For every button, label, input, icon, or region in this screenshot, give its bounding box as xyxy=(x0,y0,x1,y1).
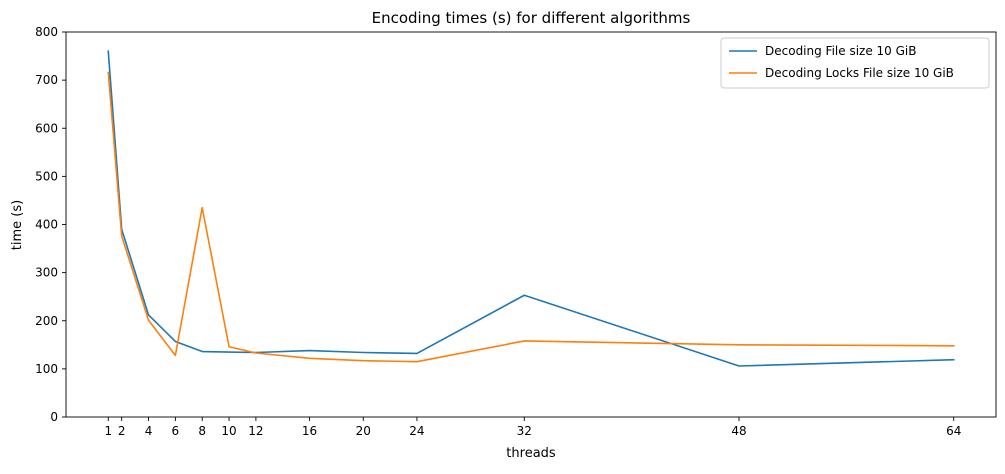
y-tick-label: 200 xyxy=(35,314,58,328)
x-tick-label: 48 xyxy=(731,424,746,438)
x-tick-label: 4 xyxy=(145,424,153,438)
x-tick-label: 32 xyxy=(517,424,532,438)
x-tick-label: 24 xyxy=(409,424,424,438)
x-tick-label: 16 xyxy=(302,424,317,438)
legend: Decoding File size 10 GiB Decoding Locks … xyxy=(720,37,990,89)
y-axis-label: time (s) xyxy=(10,200,25,250)
x-tick-label: 64 xyxy=(946,424,961,438)
legend-label-2: Decoding Locks File size 10 GiB xyxy=(765,66,954,80)
y-tick-label: 500 xyxy=(35,169,58,183)
plot-area: 1 2 4 6 8 10 12 16 20 24 32 48 640100200300400500600… xyxy=(35,25,997,438)
y-tick-label: 600 xyxy=(35,121,58,135)
x-tick-label: 12 xyxy=(248,424,263,438)
series-line-2 xyxy=(107,71,955,363)
y-tick-label: 800 xyxy=(35,25,58,39)
chart-title: Encoding times (s) for different algorit… xyxy=(372,9,691,27)
series-line-1 xyxy=(107,50,955,367)
x-tick-label: 1 xyxy=(104,424,112,438)
x-tick-label: 10 xyxy=(221,424,236,438)
x-axis-label: threads xyxy=(506,446,556,461)
y-tick-label: 400 xyxy=(35,218,58,232)
legend-label-1: Decoding File size 10 GiB xyxy=(765,44,916,58)
x-tick-label: 6 xyxy=(172,424,180,438)
y-tick-label: 0 xyxy=(50,410,58,424)
y-tick-label: 700 xyxy=(35,73,58,87)
y-tick-label: 100 xyxy=(35,362,58,376)
y-tick-label: 300 xyxy=(35,266,58,280)
x-tick-label: 20 xyxy=(356,424,371,438)
x-tick-label: 8 xyxy=(198,424,206,438)
x-tick-label: 2 xyxy=(118,424,126,438)
legend-box xyxy=(720,37,990,89)
